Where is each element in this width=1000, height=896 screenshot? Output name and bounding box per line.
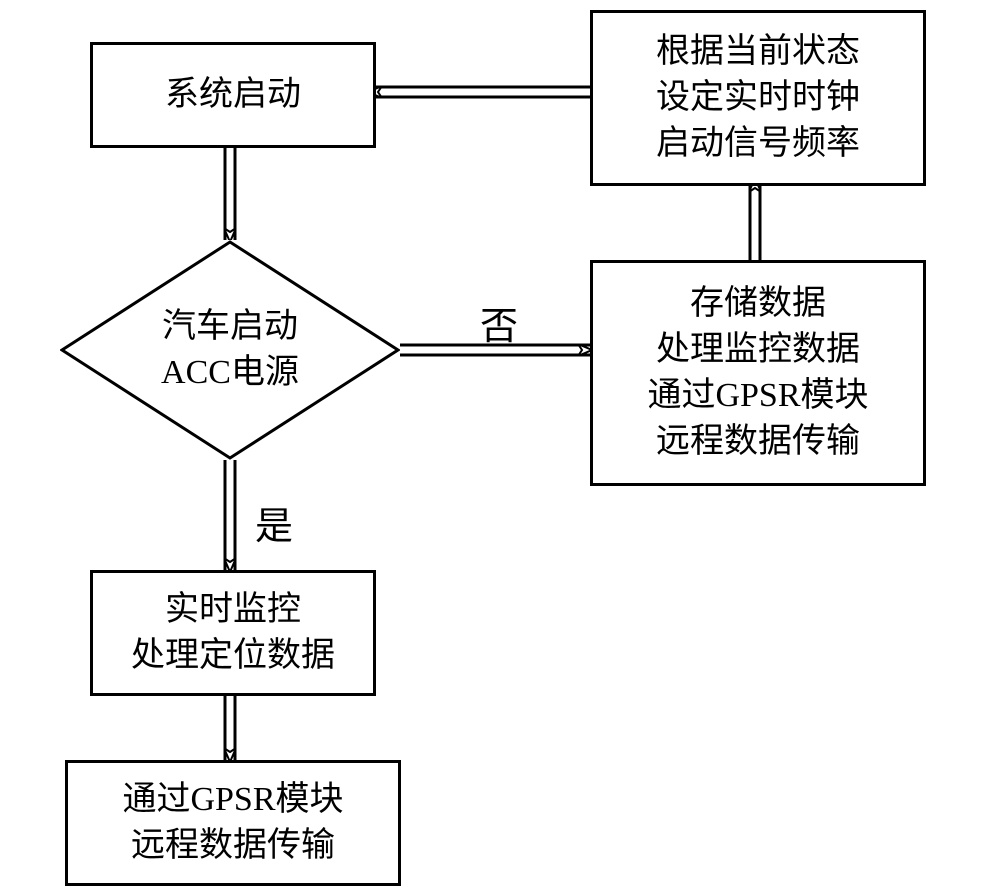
node-n4-line: 远程数据传输 — [131, 823, 335, 869]
node-n6-line: 通过GPSR模块 — [647, 373, 868, 419]
node-n5-line: 启动信号频率 — [656, 121, 860, 167]
edge-label-no: 否 — [480, 295, 518, 350]
node-n5: 根据当前状态设定实时时钟启动信号频率 — [590, 10, 926, 186]
node-n6: 存储数据处理监控数据通过GPSR模块远程数据传输 — [590, 260, 926, 486]
node-n5-line: 设定实时时钟 — [656, 75, 860, 121]
node-n6-line: 处理监控数据 — [656, 327, 860, 373]
flowchart-canvas: 系统启动汽车启动ACC电源实时监控处理定位数据通过GPSR模块远程数据传输根据当… — [0, 0, 1000, 896]
node-n6-line: 存储数据 — [690, 281, 826, 327]
node-n4: 通过GPSR模块远程数据传输 — [65, 760, 401, 886]
node-n3: 实时监控处理定位数据 — [90, 570, 376, 696]
node-n2: 汽车启动ACC电源 — [60, 240, 400, 460]
edge-label-yes-text: 是 — [255, 506, 293, 548]
edge-label-no-text: 否 — [480, 306, 518, 348]
node-n1-line: 系统启动 — [165, 72, 301, 118]
edge-label-yes: 是 — [255, 495, 293, 550]
node-n2-line: ACC电源 — [161, 350, 299, 396]
node-n1: 系统启动 — [90, 42, 376, 148]
node-n4-line: 通过GPSR模块 — [122, 777, 343, 823]
node-n2-line: 汽车启动 — [162, 304, 298, 350]
node-n3-line: 处理定位数据 — [131, 633, 335, 679]
node-n3-line: 实时监控 — [165, 587, 301, 633]
node-n5-line: 根据当前状态 — [656, 29, 860, 75]
node-n6-line: 远程数据传输 — [656, 419, 860, 465]
